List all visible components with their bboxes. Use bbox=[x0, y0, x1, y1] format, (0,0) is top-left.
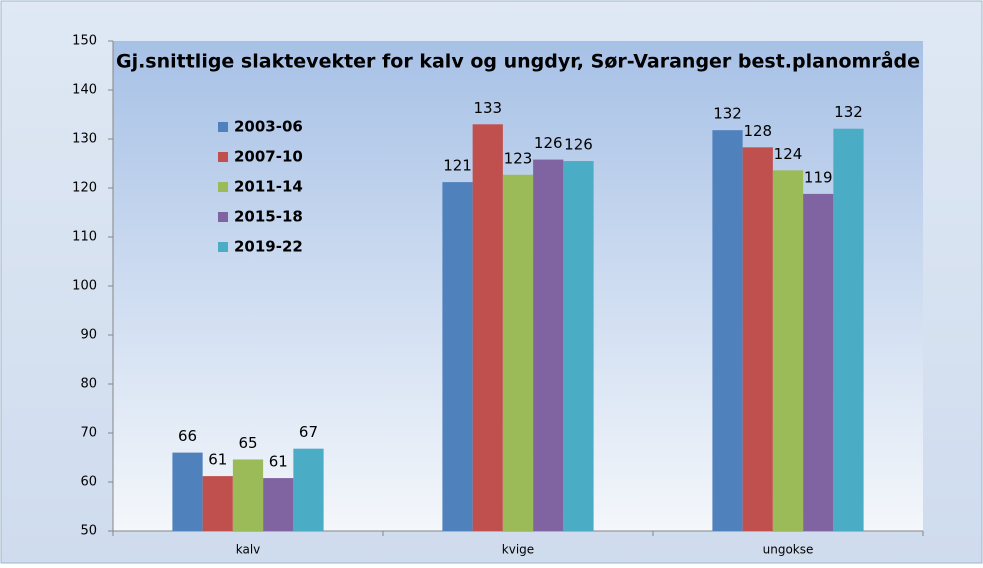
bar bbox=[533, 159, 564, 531]
data-label: 126 bbox=[534, 134, 563, 152]
legend-label: 2011-14 bbox=[234, 178, 303, 196]
y-tick-label: 100 bbox=[72, 279, 97, 294]
data-label: 67 bbox=[299, 423, 318, 441]
legend-swatch bbox=[218, 242, 228, 252]
data-label: 132 bbox=[834, 103, 863, 121]
bar bbox=[563, 161, 594, 532]
data-label: 133 bbox=[473, 99, 502, 117]
legend-label: 2003-06 bbox=[234, 118, 303, 136]
data-label: 119 bbox=[804, 168, 833, 186]
bar bbox=[742, 147, 773, 531]
legend-swatch bbox=[218, 152, 228, 162]
data-label: 132 bbox=[713, 105, 742, 123]
bar bbox=[502, 174, 534, 531]
data-label: 66 bbox=[178, 427, 197, 445]
bar bbox=[232, 459, 264, 531]
legend-swatch bbox=[218, 182, 228, 192]
chart-title: Gj.snittlige slaktevekter for kalv og un… bbox=[116, 49, 920, 73]
bar bbox=[202, 476, 233, 531]
y-tick-label: 130 bbox=[72, 132, 97, 147]
legend-swatch bbox=[218, 212, 228, 222]
y-tick-label: 140 bbox=[72, 83, 97, 98]
bar bbox=[263, 478, 294, 531]
legend-label: 2015-18 bbox=[234, 208, 303, 226]
bar bbox=[293, 448, 324, 531]
data-label: 123 bbox=[504, 149, 533, 167]
bar bbox=[472, 124, 503, 532]
data-label: 126 bbox=[564, 136, 593, 154]
bar bbox=[803, 193, 834, 531]
data-label: 65 bbox=[238, 434, 257, 452]
legend-swatch bbox=[218, 122, 228, 132]
data-label: 61 bbox=[269, 453, 288, 471]
y-tick-label: 110 bbox=[72, 230, 97, 245]
y-tick-label: 90 bbox=[80, 328, 97, 343]
bar bbox=[833, 128, 864, 531]
bar bbox=[772, 170, 804, 532]
bar bbox=[172, 452, 203, 531]
y-tick-label: 150 bbox=[72, 34, 97, 49]
x-tick-label: kalv bbox=[236, 543, 261, 557]
bar bbox=[712, 130, 743, 531]
bar bbox=[442, 182, 473, 531]
legend-label: 2019-22 bbox=[234, 238, 303, 256]
data-label: 121 bbox=[443, 157, 472, 175]
y-tick-label: 60 bbox=[80, 475, 97, 490]
data-label: 124 bbox=[774, 145, 803, 163]
y-tick-label: 70 bbox=[80, 426, 97, 441]
legend-label: 2007-10 bbox=[234, 148, 303, 166]
data-label: 61 bbox=[208, 451, 227, 469]
y-tick-label: 80 bbox=[80, 377, 97, 392]
x-tick-label: kvige bbox=[502, 543, 534, 557]
data-label: 128 bbox=[743, 122, 772, 140]
x-tick-label: ungokse bbox=[763, 543, 814, 557]
y-tick-label: 50 bbox=[80, 524, 97, 539]
y-tick-label: 120 bbox=[72, 181, 97, 196]
